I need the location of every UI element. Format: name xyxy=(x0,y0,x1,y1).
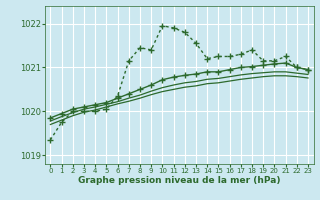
X-axis label: Graphe pression niveau de la mer (hPa): Graphe pression niveau de la mer (hPa) xyxy=(78,176,280,185)
